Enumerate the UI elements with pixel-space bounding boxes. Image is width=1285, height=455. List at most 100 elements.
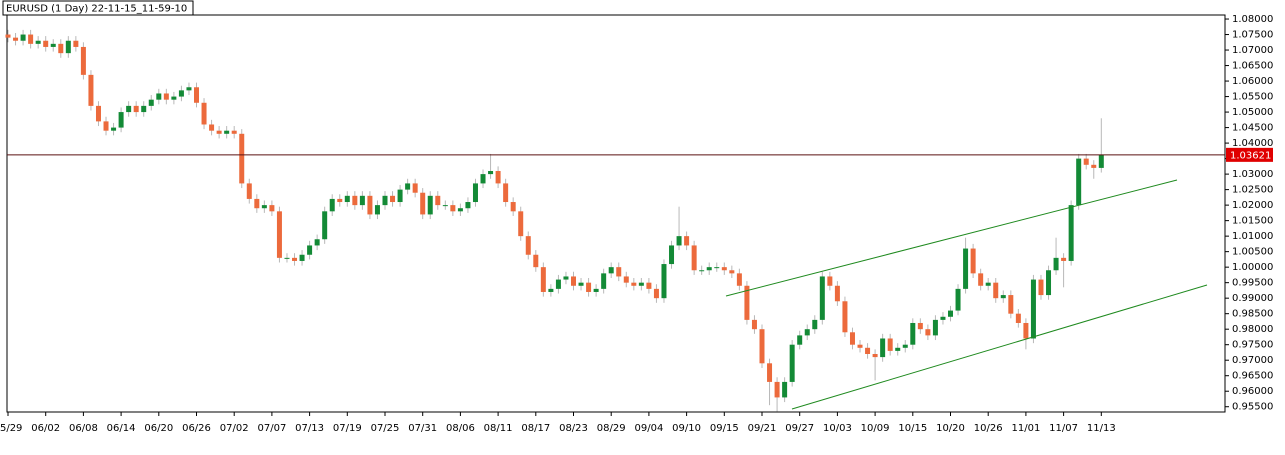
candle-body xyxy=(495,171,501,184)
y-tick-label: 0.97000 xyxy=(1232,355,1273,366)
candle-body xyxy=(616,267,622,277)
x-tick-label: 06/02 xyxy=(31,423,60,434)
price-label-box xyxy=(1226,147,1273,162)
candle-body xyxy=(276,211,282,258)
candle-body xyxy=(133,105,139,113)
candle-body xyxy=(1091,164,1097,168)
candle-body xyxy=(231,130,237,134)
x-tick-label: 09/10 xyxy=(672,423,701,434)
candle-body xyxy=(586,282,592,292)
candle-body xyxy=(284,257,290,259)
trend-line xyxy=(725,179,1178,297)
candle-body xyxy=(261,205,267,209)
candle-body xyxy=(329,198,335,212)
x-tick-label: 10/26 xyxy=(974,423,1003,434)
candle-body xyxy=(126,105,132,113)
candle-body xyxy=(246,183,252,199)
candle-body xyxy=(322,211,328,240)
y-tick-label: 1.03000 xyxy=(1232,169,1273,180)
y-tick-label: 1.02500 xyxy=(1232,185,1273,196)
candle-body xyxy=(993,282,999,299)
x-tick-label: 06/20 xyxy=(144,423,173,434)
x-tick-label: 11/13 xyxy=(1087,423,1116,434)
candle-body xyxy=(307,245,313,255)
candle-body xyxy=(555,279,561,289)
y-tick-label: 1.02000 xyxy=(1232,200,1273,211)
y-tick-label: 1.08000 xyxy=(1232,14,1273,25)
candle-body xyxy=(518,211,524,237)
y-tick-label: 0.98500 xyxy=(1232,309,1273,320)
candle-body xyxy=(797,335,803,345)
y-tick-label: 0.97500 xyxy=(1232,340,1273,351)
candle-body xyxy=(374,205,380,215)
x-tick-label: 07/07 xyxy=(257,423,286,434)
x-tick-label: 07/02 xyxy=(220,423,249,434)
candle-body xyxy=(563,276,569,280)
plot-area xyxy=(6,14,1226,413)
candle-body xyxy=(337,198,343,203)
candle-body xyxy=(111,127,117,131)
candle-body xyxy=(1023,322,1029,339)
candle-body xyxy=(684,236,690,246)
candle-body xyxy=(292,257,298,261)
candle-body xyxy=(646,282,652,289)
y-tick-label: 1.06000 xyxy=(1232,76,1273,87)
y-tick-label: 1.04000 xyxy=(1232,138,1273,149)
candle-body xyxy=(917,322,923,330)
candle-body xyxy=(759,329,765,364)
candle-body xyxy=(163,93,169,100)
candle-body xyxy=(661,264,667,299)
candle-body xyxy=(171,96,177,100)
candle-body xyxy=(442,205,448,207)
y-tick-label: 1.01000 xyxy=(1232,231,1273,242)
y-tick-label: 1.00500 xyxy=(1232,247,1273,258)
candle-body xyxy=(314,239,320,246)
candle-body xyxy=(299,254,305,261)
price-label: 1.03621 xyxy=(1230,150,1271,161)
candle-body xyxy=(789,344,795,382)
candle-body xyxy=(653,288,659,299)
candle-body xyxy=(5,34,11,38)
candle-body xyxy=(1083,158,1089,165)
candle-body xyxy=(148,99,154,106)
candle-body xyxy=(601,273,607,289)
candle-body xyxy=(955,288,961,311)
candle-body xyxy=(857,344,863,348)
candle-body xyxy=(80,46,86,75)
candle-body xyxy=(872,354,878,358)
candle-body xyxy=(65,40,71,54)
candle-body xyxy=(352,195,358,206)
title-box xyxy=(2,0,194,16)
candle-body xyxy=(103,121,109,131)
candle-body xyxy=(405,183,411,190)
candle-body xyxy=(224,130,230,134)
candle-body xyxy=(397,189,403,203)
candle-body xyxy=(638,282,644,286)
candle-body xyxy=(13,37,19,41)
candle-body xyxy=(194,87,199,103)
x-tick-label: 09/27 xyxy=(785,423,814,434)
candle-body xyxy=(865,347,871,355)
candle-body xyxy=(1046,270,1052,296)
candle-body xyxy=(849,332,855,345)
candle-body xyxy=(156,93,162,100)
candle-body xyxy=(1000,295,1006,299)
candle-body xyxy=(435,195,441,206)
x-tick-label: 06/08 xyxy=(69,423,98,434)
x-tick-label: 08/17 xyxy=(521,423,550,434)
candle-body xyxy=(178,90,184,97)
candle-body xyxy=(201,102,207,125)
x-tick-label: 08/06 xyxy=(446,423,475,434)
candle-body xyxy=(1038,279,1044,296)
y-tick-label: 0.99000 xyxy=(1232,293,1273,304)
y-tick-label: 1.05000 xyxy=(1232,107,1273,118)
x-tick-label: 11/01 xyxy=(1011,423,1040,434)
candle-body xyxy=(623,276,629,283)
candle-body xyxy=(35,40,41,44)
marks xyxy=(5,29,1104,412)
candle-body xyxy=(269,205,275,212)
x-tick-label: 08/29 xyxy=(597,423,626,434)
x-tick-label: 10/09 xyxy=(861,423,890,434)
candle-body xyxy=(608,267,614,274)
